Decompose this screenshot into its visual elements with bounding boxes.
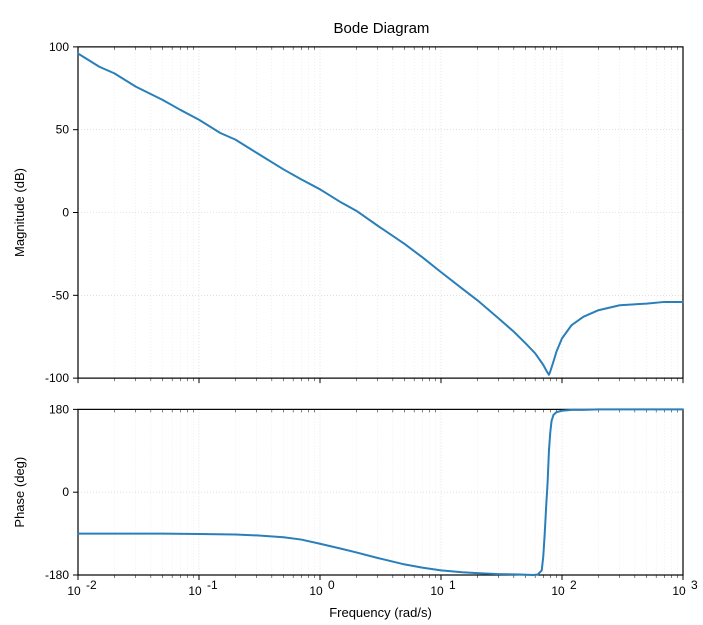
svg-text:-1: -1 (207, 578, 218, 592)
svg-text:0: 0 (328, 578, 335, 592)
x-tick-label: 10 -1 (188, 578, 218, 598)
x-tick-label: 10 0 (309, 578, 335, 598)
x-axis-label: Frequency (rad/s) (329, 605, 432, 620)
bode-figure: Bode Diagram-100-50050100Magnitude (dB)-… (0, 0, 703, 625)
svg-text:-50: -50 (52, 288, 70, 302)
svg-text:10: 10 (67, 584, 81, 598)
svg-text:180: 180 (49, 402, 69, 416)
svg-text:10: 10 (188, 584, 202, 598)
bode-svg: Bode Diagram-100-50050100Magnitude (dB)-… (0, 0, 703, 625)
x-tick-label: 10 2 (551, 578, 577, 598)
svg-text:50: 50 (56, 123, 70, 137)
svg-text:10: 10 (430, 584, 444, 598)
magnitude-ylabel: Magnitude (dB) (12, 168, 27, 257)
figure-title: Bode Diagram (334, 20, 430, 37)
phase-ylabel: Phase (deg) (12, 457, 27, 528)
x-tick-label: 10 3 (672, 578, 698, 598)
svg-text:10: 10 (309, 584, 323, 598)
svg-text:1: 1 (449, 578, 456, 592)
svg-text:10: 10 (551, 584, 565, 598)
svg-text:100: 100 (49, 40, 69, 54)
svg-text:-180: -180 (45, 568, 69, 582)
x-tick-label: 10 1 (430, 578, 456, 598)
svg-text:-2: -2 (86, 578, 97, 592)
svg-text:0: 0 (62, 485, 69, 499)
magnitude-trace (78, 54, 683, 375)
svg-text:-100: -100 (45, 371, 69, 385)
x-tick-label: 10 -2 (67, 578, 97, 598)
svg-text:3: 3 (691, 578, 698, 592)
svg-text:2: 2 (570, 578, 577, 592)
svg-text:0: 0 (62, 206, 69, 220)
svg-text:10: 10 (672, 584, 686, 598)
